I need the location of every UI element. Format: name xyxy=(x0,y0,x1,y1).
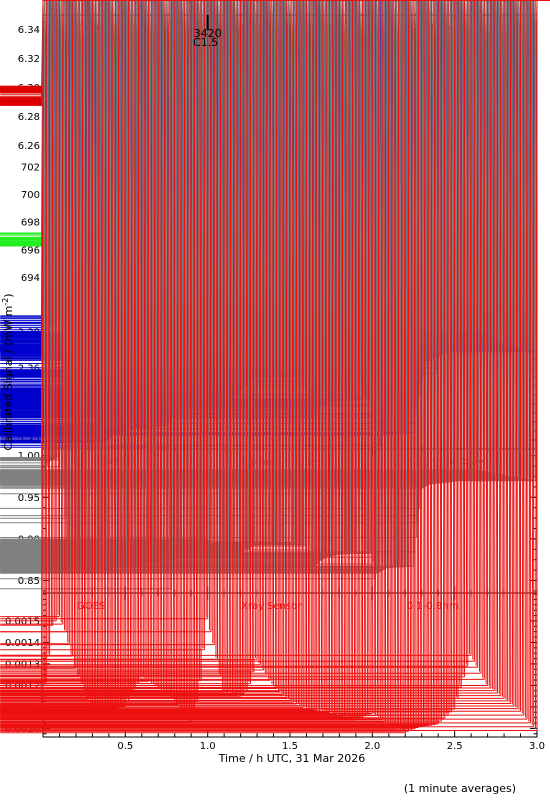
event-label-number: 3420 xyxy=(194,27,222,40)
panel-channel-label: Channel 2-4 xyxy=(77,457,138,468)
y-tick-label: 2.36 xyxy=(18,364,40,375)
panel-band-label: 6-20nm + Xray xyxy=(407,457,484,468)
y-axis-label-main: Calibrated Signal / (mW m xyxy=(2,306,15,451)
data-point xyxy=(0,0,550,719)
x-tick-label: 2.5 xyxy=(447,741,463,752)
data-point xyxy=(0,0,550,697)
data-point xyxy=(0,0,550,712)
y-tick-label: 694 xyxy=(21,273,40,284)
x-tick-labels: 0.5 1.0 1.5 2.0 2.5 3.0 xyxy=(117,741,545,752)
data-point xyxy=(0,0,550,722)
event-label-class: C1.5 xyxy=(193,36,218,49)
data-point xyxy=(0,0,550,702)
data-point xyxy=(0,0,550,678)
x-tick-label: 1.0 xyxy=(200,741,216,752)
data-point xyxy=(0,0,550,667)
data-point xyxy=(0,0,550,674)
data-point xyxy=(0,0,550,731)
data-point xyxy=(0,0,550,716)
data-point xyxy=(0,0,550,662)
y-tick-label: 702 xyxy=(21,162,40,173)
y-tick-label: 700 xyxy=(21,190,40,201)
footnote: (1 minute averages) xyxy=(404,782,516,795)
data-point xyxy=(0,0,550,728)
y-tick-label: 6.26 xyxy=(18,141,40,152)
y-tick-label: 0.0015 xyxy=(5,616,40,627)
y-tick-label: 0.85 xyxy=(18,576,40,587)
y-axis-label-close: ) xyxy=(2,293,15,297)
x-tick-label: 2.0 xyxy=(364,741,380,752)
data-point xyxy=(0,0,550,707)
y-tick-label: 6.34 xyxy=(18,25,40,36)
data-point xyxy=(0,0,550,723)
y-tick-label: 6.28 xyxy=(18,112,40,123)
data-point xyxy=(0,0,550,694)
series-5 xyxy=(0,0,550,734)
y-tick-label: 1.00 xyxy=(18,451,40,462)
y-axis-label-superscript: -2 xyxy=(1,298,10,306)
data-point xyxy=(0,0,550,686)
x-tick-label: 0.5 xyxy=(117,741,133,752)
data-point xyxy=(0,0,550,710)
x-axis-label: Time / h UTC, 31 Mar 2026 xyxy=(218,752,366,765)
data-point xyxy=(0,0,550,720)
y-tick-label: 6.32 xyxy=(18,54,40,65)
event-marker: 3420 C1.5 xyxy=(193,15,222,49)
y-tick-label: 0.95 xyxy=(18,493,40,504)
x-tick-label: 1.5 xyxy=(282,741,298,752)
data-point xyxy=(0,0,550,713)
data-point xyxy=(0,0,550,668)
data-point xyxy=(0,0,550,699)
y-tick-label: 696 xyxy=(21,245,40,256)
data-point xyxy=(0,0,550,724)
y-axis-label: Calibrated Signal / (mW m-2) xyxy=(1,293,15,450)
data-point xyxy=(0,0,550,680)
data-marks-group xyxy=(0,0,550,734)
y-tick-label: 698 xyxy=(21,218,40,229)
panel-band-label: 0.1-0.8nm xyxy=(407,601,459,612)
x-tick-label: 3.0 xyxy=(529,741,545,752)
data-point xyxy=(0,0,550,689)
data-point xyxy=(0,0,550,692)
data-point xyxy=(0,0,550,656)
data-point xyxy=(0,0,550,692)
data-point xyxy=(0,0,550,704)
panel-filter-label: Lyman-alpha Filter xyxy=(241,23,334,34)
y-tick-label: 0.0012 xyxy=(5,681,40,692)
